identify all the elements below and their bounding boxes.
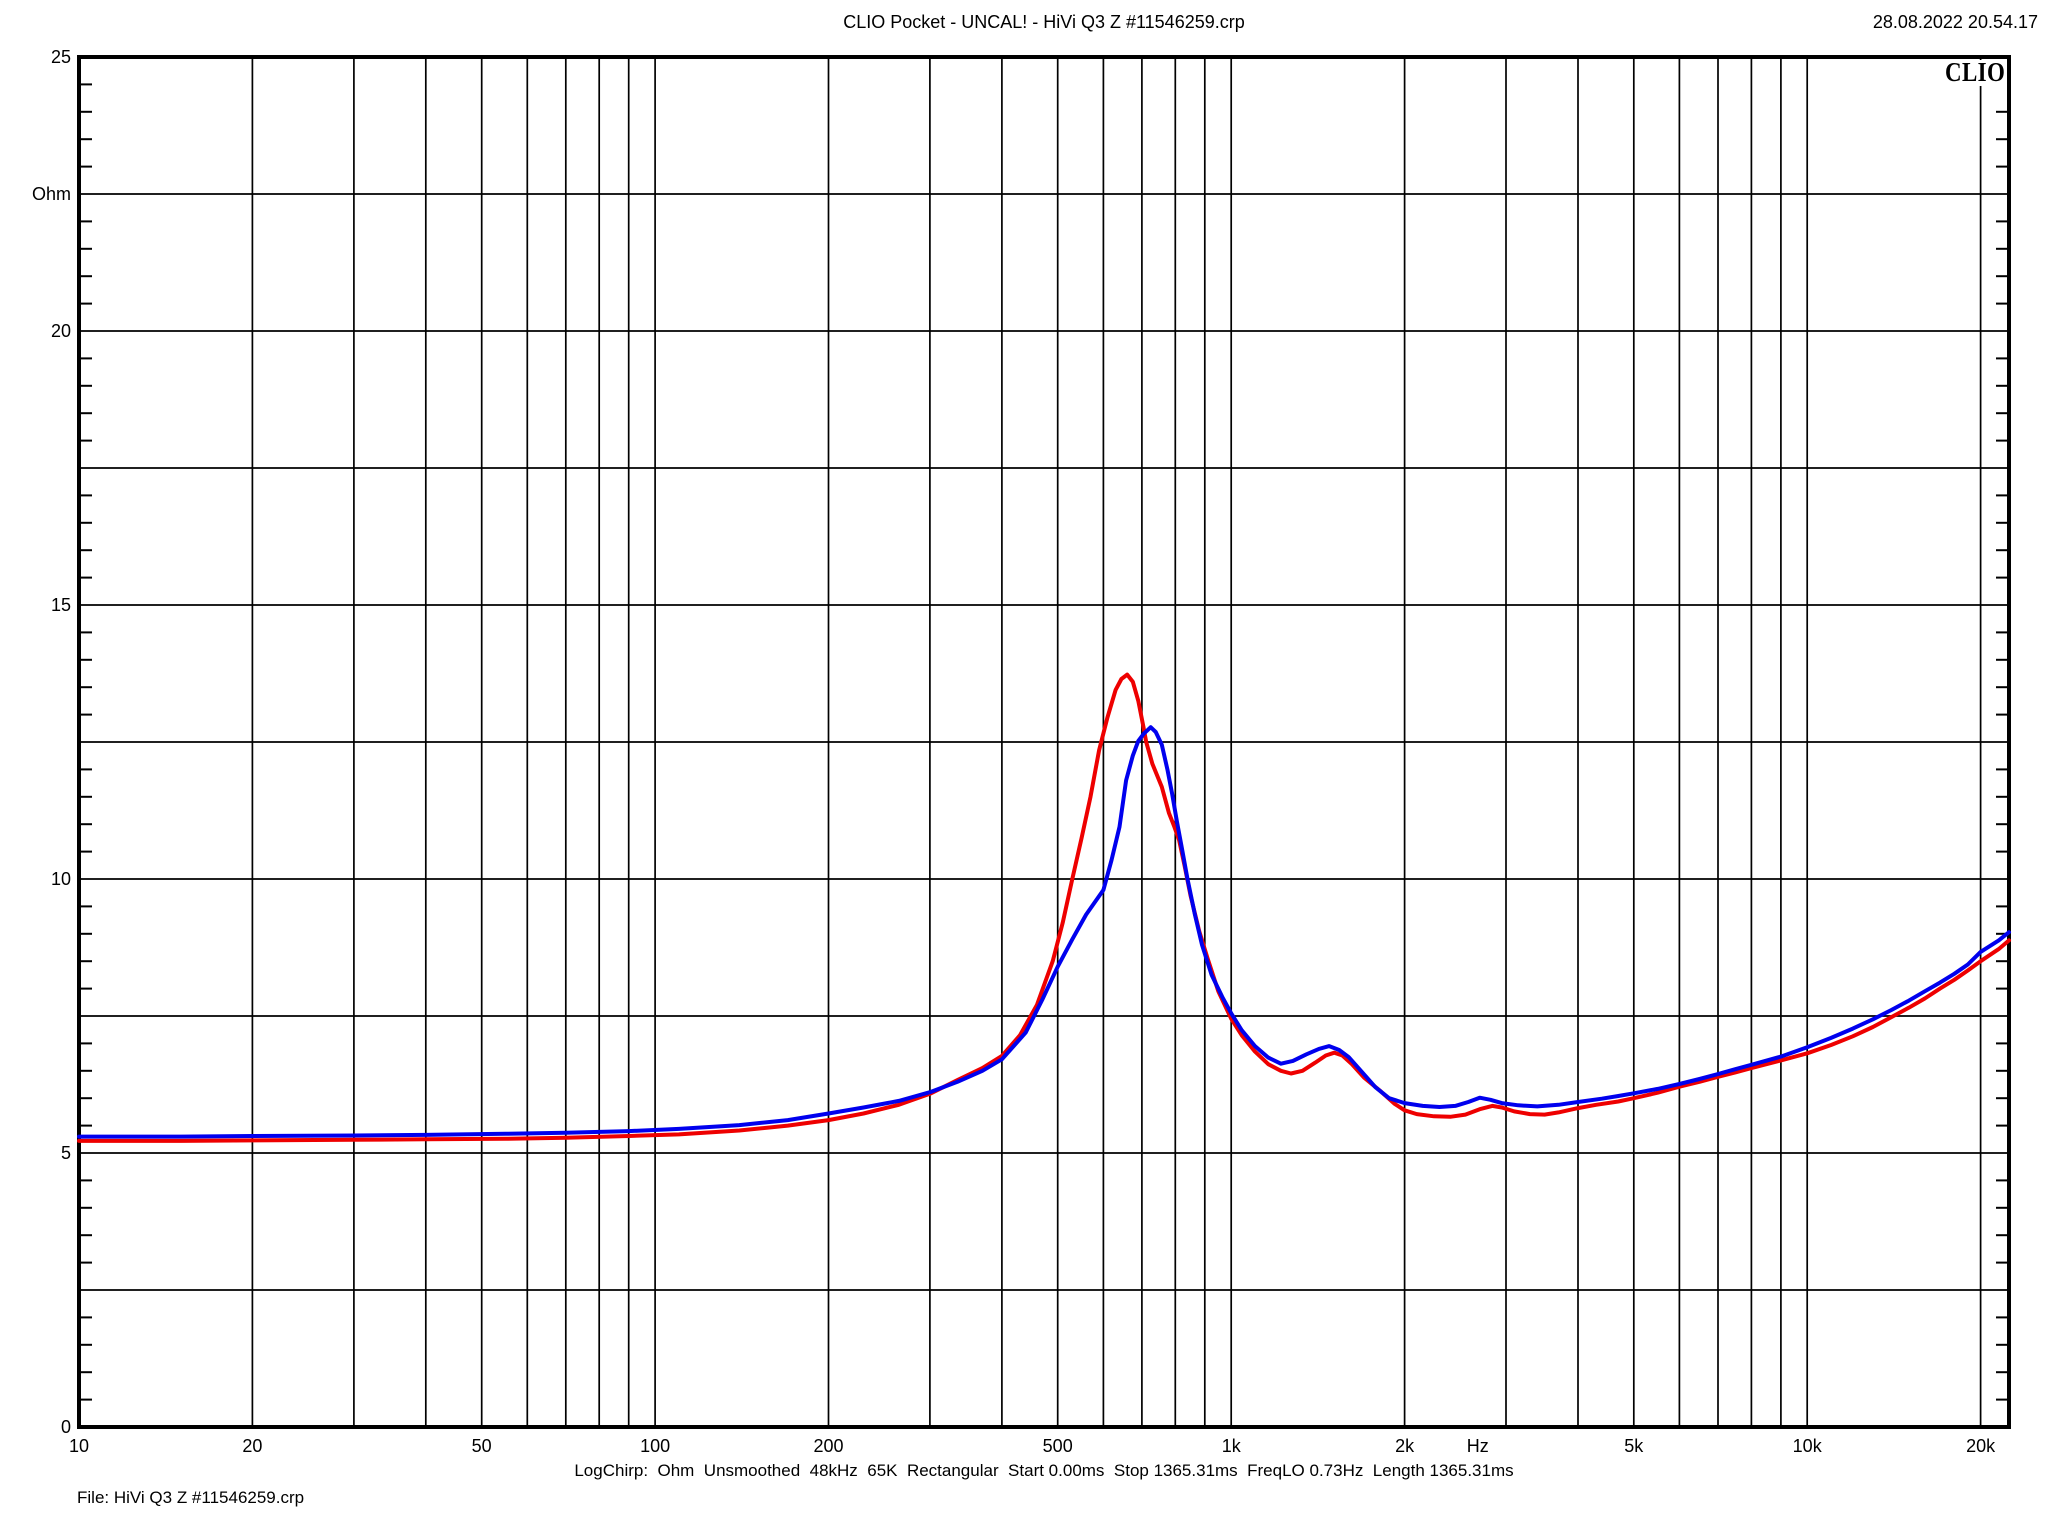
- x-tick-label: 20k: [1966, 1436, 1996, 1456]
- page-title: CLIO Pocket - UNCAL! - HiVi Q3 Z #115462…: [843, 12, 1245, 32]
- y-tick-label: 10: [51, 869, 71, 889]
- x-tick-label: 500: [1043, 1436, 1073, 1456]
- red-impedance-curve: [77, 672, 2011, 1143]
- y-tick-label: 5: [61, 1143, 71, 1163]
- x-tick-label: 2k: [1395, 1436, 1415, 1456]
- y-tick-label: 15: [51, 595, 71, 615]
- x-tick-label: 20: [242, 1436, 262, 1456]
- x-tick-label: 200: [813, 1436, 843, 1456]
- x-tick-label: 1k: [1222, 1436, 1242, 1456]
- measurement-settings-line: LogChirp: Ohm Unsmoothed 48kHz 65K Recta…: [574, 1461, 1514, 1480]
- y-axis-unit-label: Ohm: [32, 184, 71, 204]
- x-axis-unit-label: Hz: [1467, 1436, 1489, 1456]
- x-tick-label: 10k: [1793, 1436, 1823, 1456]
- plot-border: [77, 55, 2011, 1429]
- y-tick-label: 25: [51, 47, 71, 67]
- x-tick-label: 100: [640, 1436, 670, 1456]
- y-tick-label: 20: [51, 321, 71, 341]
- file-name-label: File: HiVi Q3 Z #11546259.crp: [77, 1488, 305, 1507]
- x-tick-label: 10: [69, 1436, 89, 1456]
- clio-logo: CLIO: [1938, 59, 2007, 86]
- x-tick-label: 50: [472, 1436, 492, 1456]
- datetime-label: 28.08.2022 20.54.17: [1872, 12, 2038, 32]
- x-tick-label: 5k: [1624, 1436, 1644, 1456]
- y-tick-label: 0: [61, 1417, 71, 1437]
- blue-impedance-curve: [77, 725, 2011, 1139]
